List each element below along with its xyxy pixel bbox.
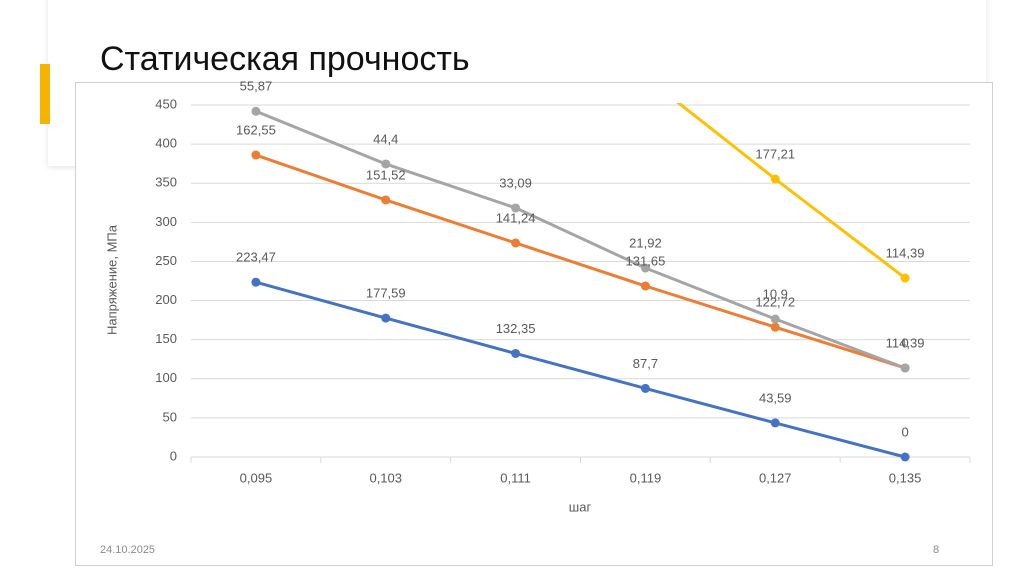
point [770,174,780,184]
data-label: 162,55 [236,122,276,137]
page-number: 8 [933,544,940,556]
point [640,263,650,273]
data-label: 122,72 [755,295,795,310]
data-label: 114,39 [886,335,925,350]
data-label: 151,52 [366,167,406,182]
data-label: 0 [901,335,908,350]
point [381,159,391,169]
series-line [255,153,906,370]
point [770,314,780,324]
y-tick-label: 400 [155,136,177,151]
y-tick-label: 200 [155,292,177,307]
data-label: 177,59 [366,286,406,301]
x-tick-label: 0,135 [889,470,922,485]
data-label: 132,35 [496,321,536,336]
data-label: 177,21 [755,146,795,161]
chart-frame [75,82,993,566]
data-label: 223,47 [236,250,276,265]
point [900,273,910,283]
point [640,281,650,291]
point [640,383,650,393]
y-tick-label: 300 [155,214,177,229]
point [770,322,780,332]
slide-title: Статическая прочность [100,40,470,78]
series-line [255,280,906,459]
data-label: 141,24 [496,210,536,225]
x-tick-label: 0,119 [630,470,662,485]
data-label: 44,4 [373,131,398,146]
x-tick-label: 0,103 [369,470,402,485]
point [511,203,521,213]
data-label: 10,9 [763,286,788,301]
y-tick-label: 350 [155,175,177,190]
y-tick-label: 250 [155,253,177,268]
data-label: 55,87 [240,79,273,94]
point [251,150,261,160]
y-axis-title: Напряжение, МПа [104,224,119,335]
point [251,106,261,116]
y-tick-label: 100 [155,370,177,385]
date: 24.10.2025 [100,544,156,556]
data-label: 87,7 [633,356,658,371]
x-tick-label: 0,095 [240,470,273,485]
point [251,277,261,287]
y-tick-label: 450 [155,96,177,111]
y-tick-label: 0 [170,448,177,463]
point [900,363,910,373]
y-tick-label: 50 [163,409,177,424]
point [381,313,391,323]
data-label: 21,92 [629,235,662,250]
accent-bar [40,64,50,124]
point [511,238,521,248]
point [511,348,521,358]
data-label: 114,39 [886,245,925,260]
y-tick-label: 150 [155,331,177,346]
x-tick-label: 0,111 [500,470,531,485]
x-axis-title: шаг [569,499,592,514]
point [641,72,650,81]
x-tick-label: 0,127 [759,470,792,485]
data-label: 33,09 [499,175,532,190]
series-line [255,109,906,370]
data-label: 43,59 [759,390,792,405]
data-label: 0 [901,424,908,439]
point [381,195,391,205]
data-label: 131,65 [626,253,666,268]
point [900,452,910,462]
point [770,418,780,428]
plot-area [251,72,910,462]
